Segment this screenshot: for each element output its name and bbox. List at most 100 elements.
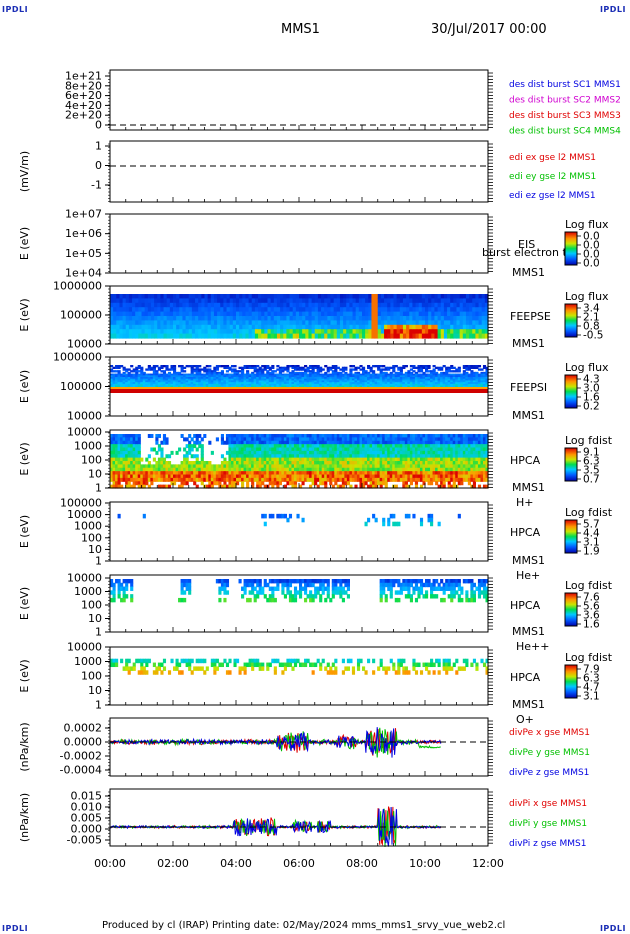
heatmap-cell bbox=[354, 477, 358, 482]
heatmap-cell bbox=[450, 373, 454, 376]
heatmap-cell bbox=[173, 324, 177, 330]
heatmap-cell bbox=[389, 474, 393, 479]
heatmap-cell bbox=[362, 477, 366, 482]
heatmap-cell bbox=[334, 457, 338, 462]
heatmap-cell bbox=[311, 307, 316, 313]
heatmap-cell bbox=[125, 467, 129, 472]
heatmap-cell bbox=[175, 477, 179, 482]
heatmap-cell bbox=[210, 298, 215, 304]
header-datetime: 30/Jul/2017 00:00 bbox=[431, 22, 547, 37]
legend-entry: edi ex gse l2 MMS1 bbox=[509, 153, 596, 163]
heatmap-cell bbox=[253, 440, 257, 445]
heatmap-cell bbox=[472, 302, 476, 308]
heatmap-cell bbox=[248, 378, 252, 382]
heatmap-cell bbox=[198, 294, 202, 299]
heatmap-cell bbox=[319, 434, 323, 438]
heatmap-cell bbox=[327, 307, 332, 313]
heatmap-cell bbox=[364, 380, 368, 383]
heatmap-cell bbox=[421, 329, 426, 335]
heatmap-cell bbox=[115, 380, 119, 383]
heatmap-cell bbox=[293, 471, 298, 476]
heatmap-cell bbox=[440, 378, 444, 382]
heatmap-cell bbox=[256, 365, 260, 368]
heatmap-cell bbox=[138, 302, 143, 308]
heatmap-cell bbox=[308, 311, 313, 317]
heatmap-cell bbox=[364, 477, 368, 482]
heatmap-cell bbox=[281, 375, 285, 378]
heatmap-cell bbox=[176, 329, 180, 335]
heatmap-cell bbox=[122, 333, 127, 339]
heatmap-cell bbox=[301, 378, 305, 382]
heatmap-cell bbox=[112, 464, 116, 469]
heatmap-cell bbox=[160, 383, 164, 387]
heatmap-cell bbox=[128, 311, 133, 317]
heatmap-cell bbox=[472, 375, 476, 378]
heatmap-cell bbox=[289, 307, 294, 313]
heatmap-cell bbox=[450, 333, 454, 339]
heatmap-cell bbox=[117, 378, 121, 382]
heatmap-cell bbox=[185, 477, 189, 482]
heatmap-cell bbox=[183, 461, 187, 465]
heatmap-cell bbox=[238, 444, 242, 449]
heatmap-cell bbox=[291, 437, 295, 442]
heatmap-cell bbox=[195, 329, 199, 335]
heatmap-cell bbox=[180, 484, 184, 489]
heatmap-cell bbox=[261, 333, 265, 339]
heatmap-cell bbox=[316, 450, 320, 455]
heatmap-cell bbox=[150, 474, 154, 479]
heatmap-cell bbox=[218, 474, 222, 479]
heatmap-cell bbox=[152, 366, 156, 370]
heatmap-cell bbox=[478, 307, 483, 313]
heatmap-cell bbox=[122, 471, 126, 476]
heatmap-cell bbox=[316, 380, 320, 383]
heatmap-cell bbox=[465, 302, 470, 308]
heatmap-cell bbox=[319, 378, 323, 382]
heatmap-cell bbox=[258, 324, 262, 330]
heatmap-cell bbox=[362, 481, 366, 486]
heatmap-cell bbox=[467, 382, 471, 385]
heatmap-cell bbox=[314, 474, 318, 479]
heatmap-cell bbox=[379, 378, 383, 382]
heatmap-cell bbox=[349, 454, 353, 459]
heatmap-cell bbox=[150, 375, 154, 378]
heatmap-cell bbox=[351, 464, 356, 469]
heatmap-cell bbox=[127, 383, 131, 387]
heatmap-cell bbox=[261, 461, 265, 465]
heatmap-cell bbox=[319, 383, 323, 387]
heatmap-cell bbox=[283, 461, 287, 465]
heatmap-cell bbox=[374, 294, 379, 299]
heatmap-cell bbox=[306, 457, 310, 462]
heatmap-cell bbox=[326, 373, 330, 376]
heatmap-cell bbox=[308, 302, 313, 308]
heatmap-cell bbox=[365, 316, 369, 321]
heatmap-cell bbox=[157, 464, 161, 469]
heatmap-cell bbox=[241, 375, 245, 378]
heatmap-cell bbox=[193, 370, 197, 373]
heatmap-cell bbox=[316, 365, 320, 368]
heatmap-cell bbox=[281, 464, 285, 469]
heatmap-cell bbox=[283, 324, 287, 330]
heatmap-cell bbox=[241, 481, 245, 486]
heatmap-cell bbox=[125, 440, 129, 445]
heatmap-cell bbox=[182, 311, 187, 317]
heatmap-cell bbox=[137, 467, 141, 472]
heatmap-cell bbox=[379, 437, 383, 442]
heatmap-cell bbox=[316, 368, 320, 371]
heatmap-cell bbox=[268, 373, 272, 376]
heatmap-cell bbox=[137, 454, 141, 459]
heatmap-cell bbox=[447, 383, 451, 387]
heatmap-cell bbox=[110, 294, 114, 299]
heatmap-cell bbox=[144, 302, 149, 308]
heatmap-cell bbox=[343, 316, 347, 321]
heatmap-cell bbox=[407, 385, 411, 388]
legend-entry: des dist burst SC1 MMS1 bbox=[509, 80, 621, 90]
heatmap-cell bbox=[276, 484, 280, 489]
heatmap-cell bbox=[236, 477, 240, 482]
heatmap-cell bbox=[271, 383, 275, 387]
heatmap-cell bbox=[460, 380, 464, 383]
heatmap-cell bbox=[162, 377, 167, 380]
heatmap-cell bbox=[135, 440, 139, 445]
heatmap-cell bbox=[321, 307, 325, 313]
heatmap-cell bbox=[225, 383, 230, 387]
heatmap-cell bbox=[475, 320, 480, 326]
